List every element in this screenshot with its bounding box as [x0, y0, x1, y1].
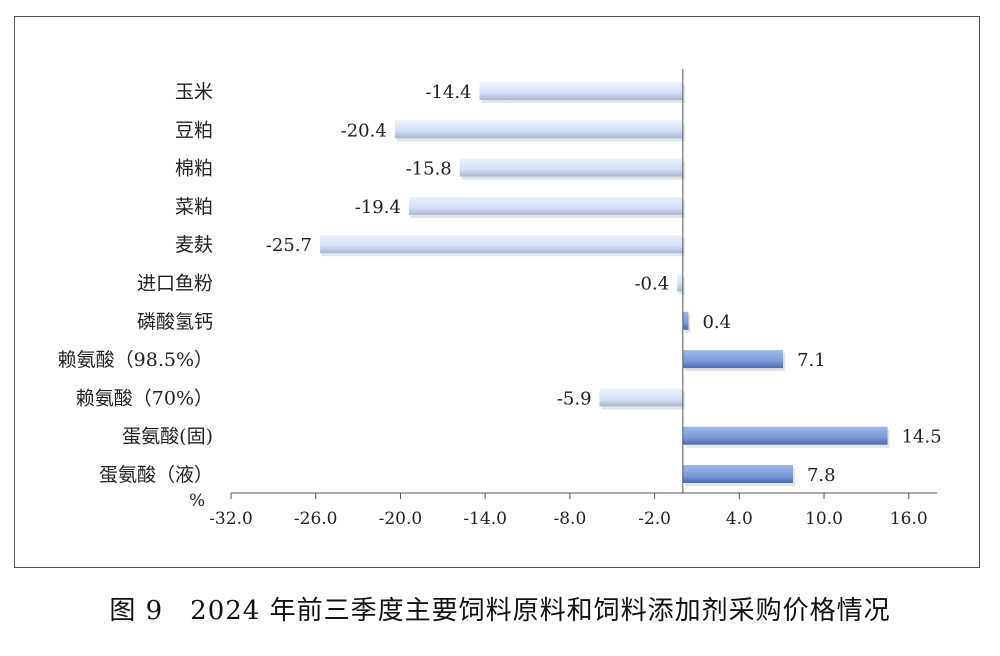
category-label: 赖氨酸（70%） [76, 387, 213, 409]
bar-7 [682, 311, 689, 330]
bar-3 [459, 158, 683, 177]
x-tick-label: -14.0 [463, 509, 507, 529]
bar-2 [394, 120, 683, 139]
value-label: 0.4 [702, 312, 731, 333]
category-label: 赖氨酸（98.5%） [58, 349, 213, 371]
x-tick-label: 4.0 [726, 509, 753, 529]
x-tick-label: -20.0 [379, 509, 423, 529]
value-label: 14.5 [902, 427, 942, 448]
bar-9 [599, 388, 683, 407]
x-tick-label: -32.0 [209, 509, 253, 529]
bar-10 [682, 426, 888, 445]
x-tick-label: 10.0 [805, 509, 843, 529]
category-label: 进口鱼粉 [137, 273, 213, 295]
category-label: 蛋氨酸（液） [99, 464, 213, 486]
x-tick-label: -8.0 [553, 509, 586, 529]
value-label: 7.1 [797, 350, 826, 371]
category-label: 棉粕 [175, 158, 213, 180]
x-axis-unit-label: % [189, 491, 205, 511]
category-label: 蛋氨酸(固) [122, 426, 213, 448]
category-label: 磷酸氢钙 [137, 311, 213, 333]
x-tick-label: -2.0 [638, 509, 671, 529]
category-label: 玉米 [175, 81, 213, 103]
value-label: 7.8 [807, 465, 836, 486]
bar-chart: 玉米 -14.4 豆粕 -20.4 棉粕 -15.8 菜粕 -19.4 麦麸 -25.7 进口鱼粉 -… [58, 69, 942, 529]
value-label: -19.4 [355, 197, 401, 218]
bar-5 [319, 235, 683, 254]
bar-8 [682, 350, 784, 369]
x-tick-label: -26.0 [294, 509, 338, 529]
value-label: -0.4 [634, 274, 669, 295]
value-label: -14.4 [425, 82, 471, 103]
bar-1 [479, 82, 683, 100]
value-label: -15.8 [406, 159, 452, 180]
value-label: -20.4 [341, 120, 387, 141]
value-label: -25.7 [266, 235, 312, 256]
bar-11 [682, 465, 793, 483]
category-label: 麦麸 [175, 234, 213, 256]
category-label: 菜粕 [175, 196, 213, 218]
category-label: 豆粕 [175, 119, 213, 141]
bar-6 [677, 273, 683, 292]
chart-frame: 玉米 -14.4 豆粕 -20.4 棉粕 -15.8 菜粕 -19.4 麦麸 -25.7 进口鱼粉 -… [14, 16, 980, 568]
x-tick-label: 16.0 [890, 509, 928, 529]
figure-caption: 图 9 2024 年前三季度主要饲料原料和饲料添加剂采购价格情况 [109, 596, 891, 626]
value-label: -5.9 [557, 388, 592, 409]
bar-4 [408, 196, 683, 215]
